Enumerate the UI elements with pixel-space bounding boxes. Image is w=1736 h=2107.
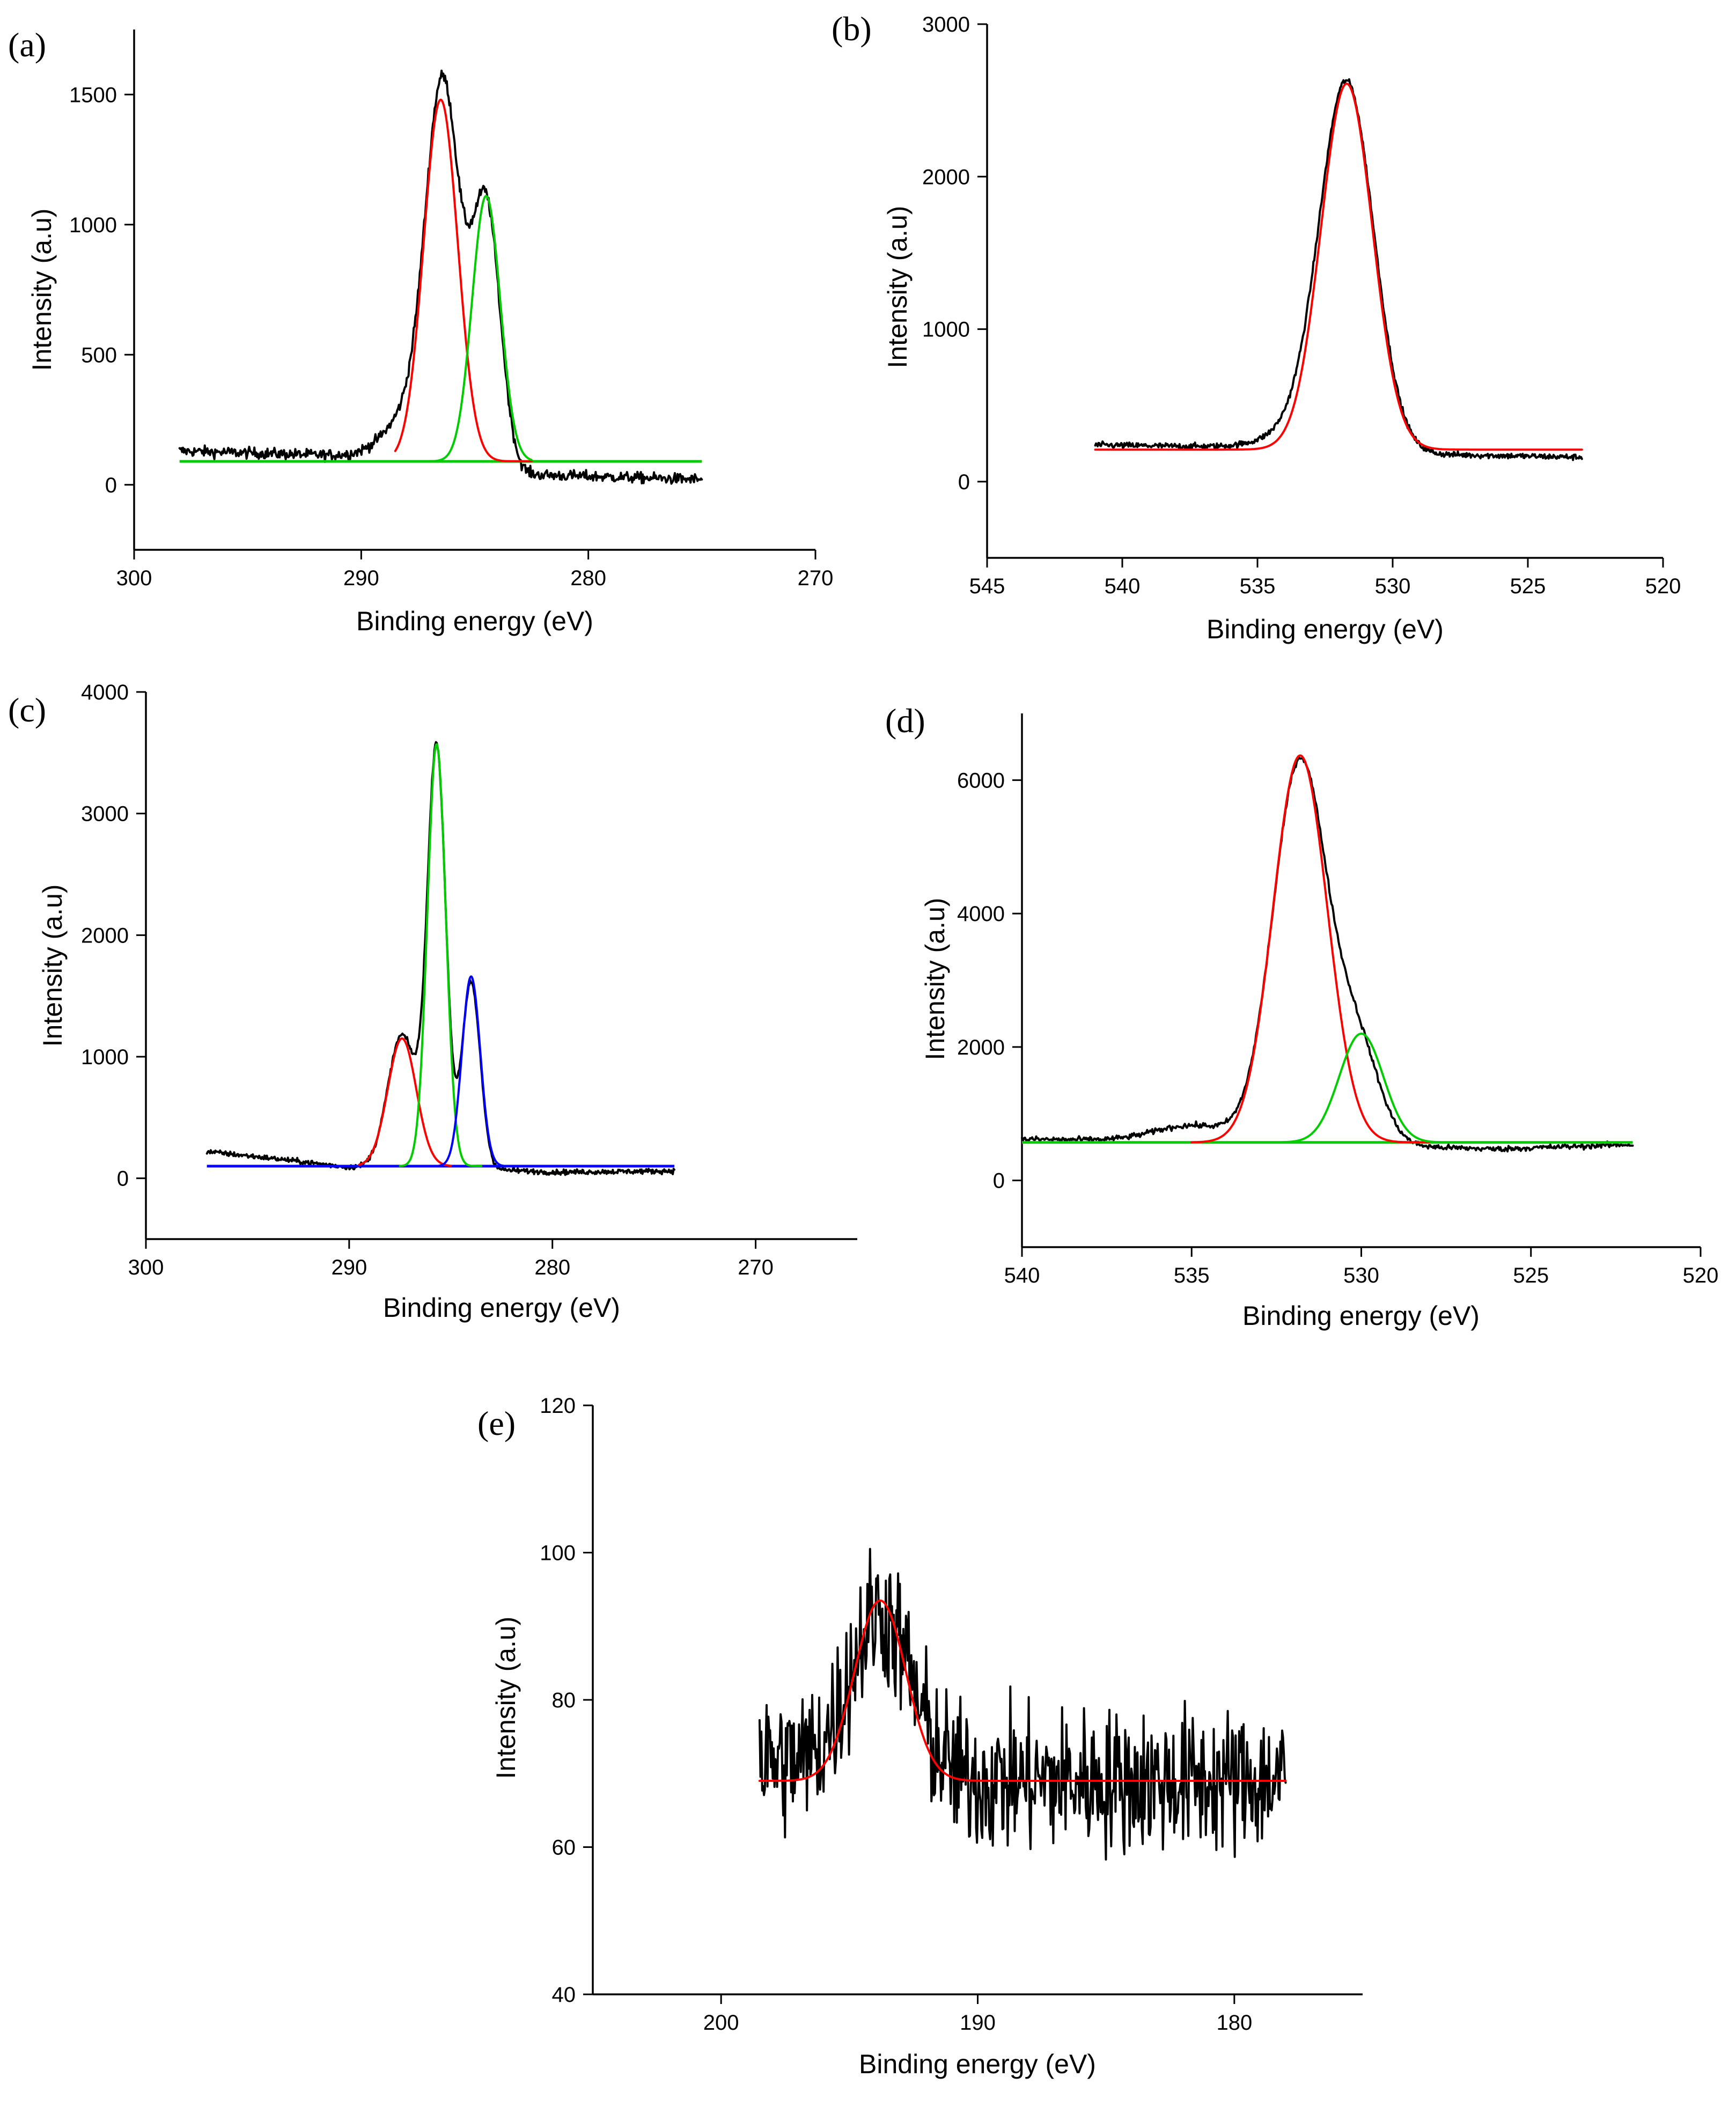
- y-tick-label: 120: [540, 1394, 576, 1418]
- fit-curve-3: [429, 975, 513, 1167]
- x-tick-label: 525: [1510, 574, 1546, 598]
- y-tick-label: 1000: [69, 213, 117, 237]
- experimental-curve: [1021, 755, 1634, 1153]
- x-tick-label: 180: [1216, 2011, 1252, 2035]
- y-tick-label: 40: [552, 1983, 576, 2007]
- y-tick-label: 1000: [81, 1045, 129, 1069]
- x-tick-label: 535: [1240, 574, 1276, 598]
- x-axis-title: Binding energy (eV): [859, 2049, 1096, 2079]
- x-tick-label: 535: [1174, 1264, 1210, 1287]
- x-axis-title: Binding energy (eV): [383, 1293, 620, 1323]
- fit-curve-2: [1258, 1033, 1465, 1144]
- x-tick-label: 530: [1375, 574, 1411, 598]
- fit-curve-1: [1094, 82, 1583, 451]
- fit-curve-1: [358, 1037, 452, 1167]
- x-tick-label: 300: [128, 1256, 164, 1279]
- panel-label: (b): [832, 10, 872, 48]
- x-axis-title: Binding energy (eV): [1242, 1301, 1480, 1331]
- x-tick-label: 525: [1513, 1264, 1549, 1287]
- experimental-curve: [205, 741, 675, 1176]
- y-axis-title: Intensity (a.u): [920, 898, 950, 1060]
- x-tick-label: 290: [331, 1256, 367, 1279]
- x-tick-label: 200: [703, 2011, 739, 2035]
- fit-curve-1: [1190, 754, 1430, 1144]
- x-tick-label: 540: [1105, 574, 1141, 598]
- y-tick-label: 0: [993, 1169, 1005, 1193]
- x-tick-label: 540: [1004, 1264, 1040, 1287]
- y-tick-label: 100: [540, 1542, 576, 1565]
- fit-curve-1: [394, 99, 533, 463]
- y-tick-label: 0: [117, 1167, 129, 1191]
- panel-b: 545 540 535 530 525 520 0 1000 2000 3000 Binding e…: [832, 10, 1681, 644]
- panel-a: 300 290 280 270 0 500 1000 1500 Binding energy (…: [8, 26, 833, 636]
- y-axis-title: Intensity (a.u): [491, 1617, 521, 1779]
- x-tick-label: 280: [534, 1256, 570, 1279]
- x-tick-label: 300: [116, 566, 152, 590]
- experimental-curve: [758, 1548, 1287, 1861]
- x-tick-label: 290: [343, 566, 379, 590]
- panel-c: 300 290 280 270 0 1000 2000 3000 4000 Binding ene…: [8, 681, 857, 1323]
- panel-label: (d): [885, 702, 925, 740]
- experimental-curve: [1094, 78, 1583, 461]
- y-tick-label: 4000: [81, 681, 129, 704]
- y-tick-label: 1000: [922, 318, 970, 342]
- y-tick-label: 2000: [922, 165, 970, 189]
- x-tick-label: 520: [1645, 574, 1681, 598]
- experimental-curve: [178, 69, 703, 485]
- fit-curve-2: [399, 743, 483, 1167]
- y-axis-title: Intensity (a.u): [38, 885, 68, 1047]
- x-tick-label: 520: [1683, 1264, 1719, 1287]
- y-axis-title: Intensity (a.u): [27, 209, 57, 371]
- y-tick-label: 4000: [957, 902, 1005, 926]
- panel-label: (e): [477, 1404, 516, 1442]
- x-tick-label: 270: [798, 566, 834, 590]
- y-tick-label: 1500: [69, 83, 117, 107]
- fit-curve-2: [428, 195, 533, 462]
- y-tick-label: 500: [81, 343, 117, 367]
- y-tick-label: 0: [105, 474, 117, 497]
- y-tick-label: 60: [552, 1836, 576, 1860]
- y-tick-label: 6000: [957, 769, 1005, 792]
- panel-e: 200 190 180 40 60 80 100 120 Binding energy (eV)…: [477, 1394, 1363, 2079]
- x-tick-label: 280: [570, 566, 606, 590]
- panel-label: (a): [8, 26, 46, 64]
- y-tick-label: 80: [552, 1689, 576, 1712]
- y-tick-label: 0: [958, 470, 970, 494]
- panel-d: 540 535 530 525 520 0 2000 4000 6000 Binding ener…: [885, 702, 1718, 1331]
- y-axis-title: Intensity (a.u): [882, 206, 913, 369]
- fit-curve-1: [758, 1599, 1287, 1782]
- x-tick-label: 545: [969, 574, 1005, 598]
- y-tick-label: 3000: [81, 802, 129, 826]
- panel-label: (c): [8, 691, 46, 729]
- y-tick-label: 2000: [81, 924, 129, 947]
- x-tick-label: 190: [960, 2011, 996, 2035]
- x-axis-title: Binding energy (eV): [356, 606, 593, 636]
- x-axis-title: Binding energy (eV): [1207, 614, 1444, 644]
- x-tick-label: 270: [738, 1256, 774, 1279]
- y-tick-label: 2000: [957, 1036, 1005, 1059]
- x-tick-label: 530: [1343, 1264, 1379, 1287]
- y-tick-label: 3000: [922, 13, 970, 36]
